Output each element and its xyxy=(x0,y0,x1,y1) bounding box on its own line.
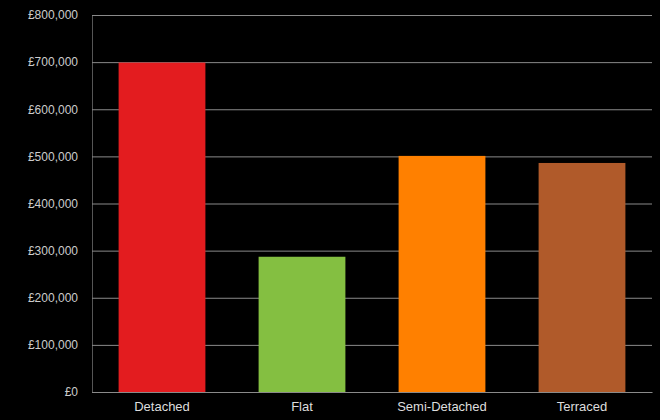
x-tick-label: Detached xyxy=(134,399,190,414)
y-tick-label: £600,000 xyxy=(28,103,78,117)
y-tick-label: £400,000 xyxy=(28,197,78,211)
grid-line xyxy=(92,392,652,393)
y-tick-label: £0 xyxy=(65,385,79,399)
x-axis-line xyxy=(93,392,653,393)
x-tick: Semi-Detached xyxy=(397,392,487,414)
plot: £0 £100,000 £200,000 £300,000 £400,000 £500,0… xyxy=(28,8,653,414)
y-axis: £0 £100,000 £200,000 £300,000 £400,000 £500,0… xyxy=(28,8,652,399)
y-axis-line xyxy=(93,16,653,393)
bars xyxy=(119,63,626,392)
bar xyxy=(119,63,206,392)
y-tick: £800,000 xyxy=(28,8,652,22)
bar xyxy=(539,163,626,392)
x-tick-label: Semi-Detached xyxy=(397,399,487,414)
x-axis: Detached Flat Semi-Detached Terraced xyxy=(93,392,653,414)
grid-line xyxy=(92,15,652,16)
x-tick-label: Terraced xyxy=(557,399,608,414)
x-tick-label: Flat xyxy=(291,399,313,414)
y-tick-label: £300,000 xyxy=(28,244,78,258)
bar xyxy=(259,257,346,392)
y-tick-label: £200,000 xyxy=(28,291,78,305)
bar xyxy=(399,156,486,392)
y-tick-label: £500,000 xyxy=(28,150,78,164)
x-tick: Terraced xyxy=(557,392,608,414)
y-tick-label: £100,000 xyxy=(28,338,78,352)
x-tick: Detached xyxy=(134,392,190,414)
y-tick-label: £700,000 xyxy=(28,55,78,69)
chart: £0 £100,000 £200,000 £300,000 £400,000 £500,0… xyxy=(0,0,660,420)
x-tick: Flat xyxy=(291,392,313,414)
y-tick-label: £800,000 xyxy=(28,8,78,22)
